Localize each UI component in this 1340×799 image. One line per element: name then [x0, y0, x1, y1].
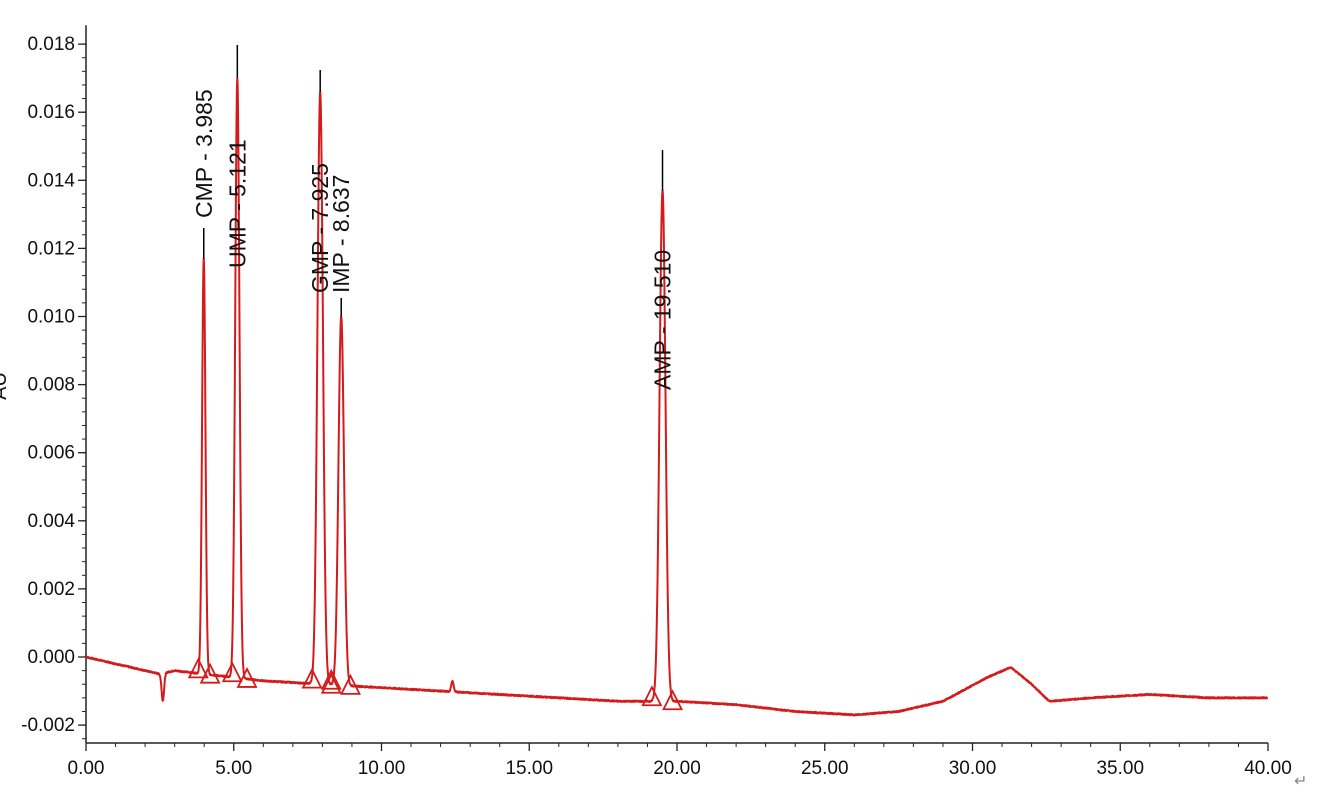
chromatogram-line	[85, 77, 1269, 717]
x-tick-label: 20.00	[653, 758, 701, 779]
peak-start-marker	[301, 667, 323, 689]
y-tick-label: 0.012	[27, 238, 75, 259]
peak-label: UMP - 5.121	[224, 139, 250, 268]
trailing-mark: ↵	[1294, 773, 1307, 790]
x-tick-label: 25.00	[801, 758, 849, 779]
peak-end-marker	[320, 672, 342, 694]
peak-start-marker	[320, 668, 342, 690]
peak-start-marker	[641, 685, 663, 707]
x-tick-label: 35.00	[1096, 758, 1144, 779]
peak-start-marker	[187, 657, 209, 679]
peak-end-marker	[199, 662, 221, 684]
x-tick-label: 10.00	[358, 758, 406, 779]
x-tick-label: 30.00	[949, 758, 997, 779]
peak-label: AMP - 19.510	[650, 250, 676, 390]
y-tick-label: -0.002	[21, 715, 75, 736]
x-tick-label: 40.00	[1244, 758, 1292, 779]
y-axis-title: AU	[0, 372, 11, 400]
peak-start-marker	[221, 661, 243, 683]
y-tick-label: 0.018	[27, 34, 75, 55]
x-tick-label: 15.00	[505, 758, 553, 779]
y-tick-label: 0.014	[27, 170, 75, 191]
peak-label: CMP - 3.985	[191, 89, 217, 218]
peak-markers	[187, 657, 684, 711]
peak-label: GMP - 7.925	[307, 163, 333, 293]
y-tick-label: 0.000	[27, 647, 75, 668]
y-tick-label: 0.008	[27, 375, 75, 396]
trace	[85, 77, 1269, 717]
y-tick-label: 0.006	[27, 443, 75, 464]
y-tick-label: 0.002	[27, 579, 75, 600]
x-tick-label: 0.00	[68, 758, 105, 779]
peak-end-marker	[340, 673, 361, 695]
peak-end-marker	[236, 666, 258, 688]
peak-end-marker	[662, 689, 684, 711]
y-tick-label: 0.004	[27, 511, 75, 532]
peak-label: IMP - 8.637	[328, 175, 354, 293]
x-tick-label: 5.00	[215, 758, 252, 779]
y-tick-label: 0.016	[27, 102, 75, 123]
axes: -0.002 0.000 0.002 0.004 0.006 0.008 0.010 0.01…	[21, 25, 1292, 779]
y-tick-label: 0.010	[27, 307, 75, 328]
